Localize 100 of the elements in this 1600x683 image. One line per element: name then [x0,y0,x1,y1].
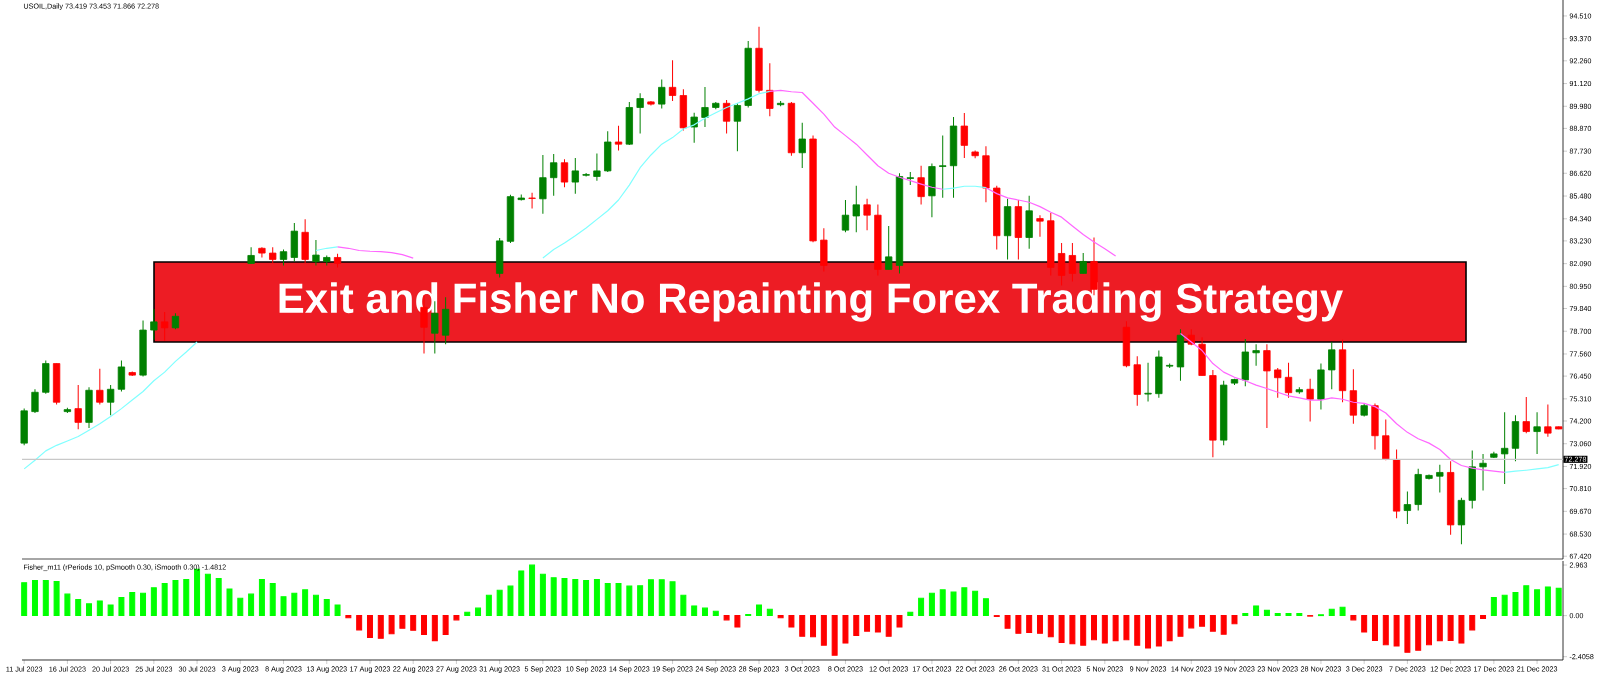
candlestick [1328,341,1336,390]
bar [820,615,827,646]
bar [658,579,665,617]
candlestick [1382,418,1390,461]
bar [885,615,892,637]
bar [1296,613,1303,617]
candlestick [560,158,569,188]
bar [1350,615,1357,621]
bar [421,615,427,636]
bar [172,580,179,617]
bar [907,611,914,617]
bar [1166,615,1173,642]
bar [507,585,514,617]
bar [777,615,784,619]
candlestick [1306,378,1314,423]
bar [896,615,903,628]
bar [75,599,82,617]
bar [874,615,881,633]
bar [388,615,395,635]
candlestick [668,59,677,102]
candlestick [960,112,968,159]
bar [464,611,471,617]
bar [86,603,92,617]
bar [1555,587,1562,617]
bar [140,592,147,617]
bar [215,578,222,617]
bar [1371,615,1378,642]
bar [42,580,49,617]
bar [334,604,341,617]
bar [723,615,730,621]
bar [1263,609,1270,617]
bar [1436,615,1443,642]
candlestick [74,384,82,430]
bar [1512,591,1519,617]
bar [810,615,817,638]
bar [118,597,125,617]
bar [831,615,838,656]
candlestick [161,311,169,342]
bar [410,615,417,631]
candlestick [614,125,623,152]
bar [1047,615,1054,638]
bar [939,589,946,617]
bar [269,583,276,617]
bar [1544,586,1551,617]
bar [1382,615,1389,646]
bar [593,578,600,617]
bar [1188,615,1195,629]
bar [1415,615,1422,651]
bar [21,582,28,617]
bar [302,589,309,617]
bar [1145,615,1152,649]
bar [583,580,590,617]
candlestick [1403,491,1412,525]
bar [1069,615,1076,645]
candlestick [1522,396,1530,434]
bar [453,615,460,621]
bar [928,592,935,617]
candlestick [1544,403,1552,438]
bar [637,585,644,617]
bar [1469,615,1476,631]
candlestick [798,122,806,169]
candlestick [1036,214,1044,238]
bar [399,615,406,629]
bar [1242,613,1249,617]
bar [1199,615,1206,627]
candlestick [1501,411,1509,485]
bar [604,583,611,617]
candlestick [1479,453,1487,491]
candlestick [690,112,698,144]
bar [323,599,330,617]
bar [258,578,265,617]
bar [1328,608,1335,617]
candlestick [939,135,947,199]
candlestick [571,157,579,195]
bar [356,615,363,631]
bar [431,615,438,642]
bar [1393,615,1400,647]
bar [161,583,168,617]
bar [107,604,114,617]
bar [1231,615,1238,625]
bar [1426,615,1432,646]
candlestick [1144,362,1152,402]
bar [1177,615,1184,637]
candlestick [528,192,536,210]
bar [1101,615,1108,644]
bar [1501,594,1508,617]
candlestick [1079,252,1087,274]
candlestick [1436,464,1444,494]
bar [950,591,957,617]
bar [539,573,546,617]
candlestick [312,239,320,266]
bar [1123,615,1130,641]
bar [691,605,698,617]
bar [1285,613,1292,617]
bar [1274,613,1281,617]
bar [248,593,255,617]
candlestick [1263,343,1271,429]
bar [129,591,136,617]
bar [485,594,492,617]
bar [842,615,849,644]
